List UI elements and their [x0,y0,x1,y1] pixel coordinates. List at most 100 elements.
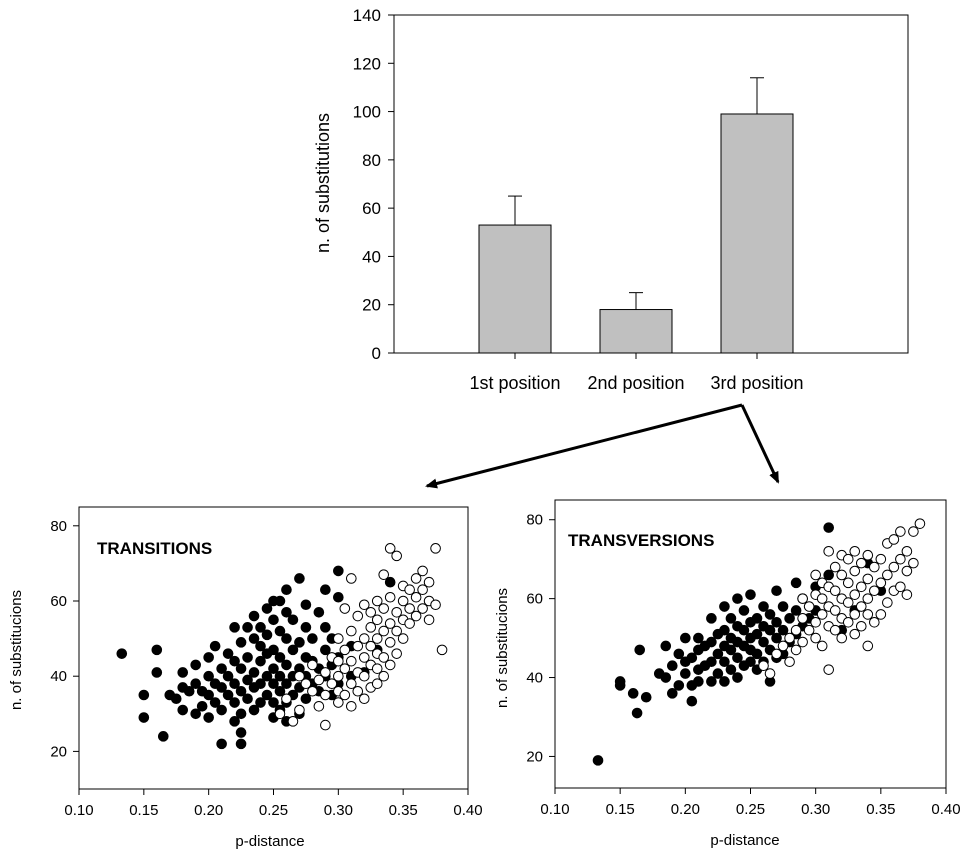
x-tick-label: 0.30 [324,802,353,819]
transversions-y-axis-label: n. of substitucions [494,588,511,708]
filled-point [138,712,150,723]
filled-point [209,697,221,708]
filled-point [248,704,260,716]
filled-point [268,614,279,626]
open-point [855,620,867,632]
open-point [397,633,409,644]
open-point [320,719,331,731]
filled-point [151,644,163,656]
open-point [326,678,338,690]
x-tick-label: 0.35 [866,801,895,818]
open-point [849,545,861,557]
bar-y-tick-label: 0 [372,344,381,363]
transitions-points [116,543,448,750]
bar [478,224,552,354]
filled-point [320,622,331,633]
filled-point [203,689,214,701]
open-point [862,549,874,561]
open-point [320,689,331,701]
open-point [346,625,357,637]
open-point [417,603,428,614]
filled-point [300,599,312,611]
open-point [842,577,854,589]
bar-category-label: 2nd position [587,373,684,393]
bar-y-tick-label: 20 [362,296,381,315]
bar-y-tick-label: 60 [362,199,381,218]
x-tick-label: 0.40 [931,801,960,818]
open-point [771,648,782,660]
open-point [836,632,848,644]
filled-point [274,685,286,697]
bar-y-tick-label: 100 [353,103,381,122]
open-point [816,593,828,604]
open-point [371,663,383,674]
filled-point [680,632,691,644]
filled-point [706,636,717,648]
filled-point [268,663,279,674]
x-tick-label: 0.10 [64,802,93,819]
filled-point [745,656,756,668]
bar-category-label: 1st position [469,373,560,393]
open-point [391,625,402,637]
filled-point [712,668,724,679]
open-point [790,624,802,636]
filled-point [261,629,273,641]
open-point [797,636,808,648]
bar-plot-frame [393,14,909,354]
filled-point [751,648,763,660]
open-point [384,659,396,671]
open-point [352,610,364,622]
open-point [895,581,906,593]
filled-point [222,670,234,682]
open-point [842,617,854,628]
filled-point [235,727,247,738]
filled-point [235,685,247,697]
filled-point [268,678,279,690]
open-point [378,670,390,682]
filled-point [203,712,214,723]
filled-point [640,691,652,703]
filled-point [203,670,214,682]
open-point [823,545,835,557]
open-point [829,605,841,616]
filled-point [758,601,769,612]
filled-point [255,622,266,633]
open-point [391,606,402,618]
open-point [816,640,828,652]
open-point [307,659,318,671]
open-point [365,640,377,652]
open-point [410,573,422,584]
open-point [784,656,795,668]
open-point [274,708,286,720]
filled-point [268,644,279,656]
open-point [862,593,874,604]
open-point [914,518,926,529]
filled-point [732,593,743,604]
open-point [842,597,854,608]
filled-point [719,676,730,687]
filled-point [177,667,189,678]
filled-point [712,648,724,660]
filled-point [790,577,802,589]
open-point [895,553,906,565]
filled-point [771,632,782,644]
open-point [875,609,887,620]
open-point [758,660,769,671]
filled-point [235,637,247,648]
open-point [294,670,305,682]
open-point [862,609,874,620]
open-point [352,685,364,697]
filled-point [216,704,227,716]
open-point [352,640,364,652]
open-point [294,704,305,716]
open-point [281,693,292,705]
filled-point [183,685,195,697]
filled-point [255,678,266,690]
filled-point [725,613,737,624]
bar-series [478,77,794,354]
filled-point [667,660,678,671]
open-point [849,609,861,620]
open-point [410,591,422,603]
filled-point [823,522,835,533]
